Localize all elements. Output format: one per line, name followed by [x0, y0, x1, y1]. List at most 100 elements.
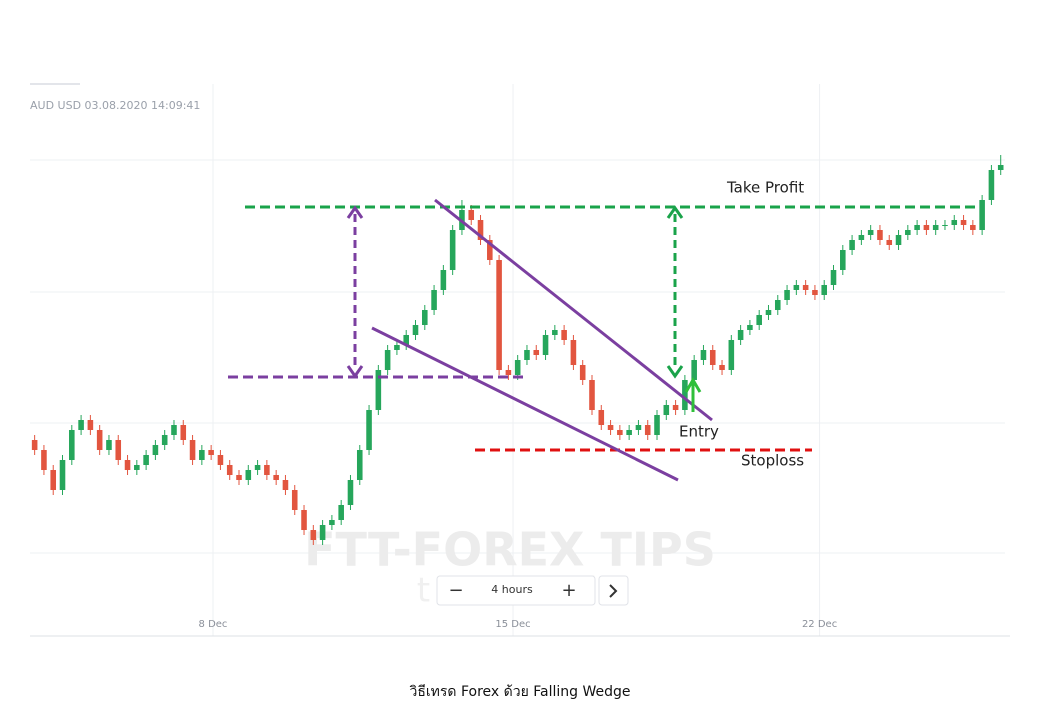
entry-arrow	[684, 377, 702, 412]
stoploss-label: Stoploss	[741, 452, 804, 470]
header: AUD USD 03.08.2020 14:09:41	[30, 99, 200, 112]
grid	[30, 84, 1005, 636]
candle-body	[282, 480, 289, 490]
candle-body	[849, 240, 855, 250]
interval-control: − 4 hours +	[436, 575, 629, 606]
candle-body	[189, 440, 196, 460]
candle-body	[719, 365, 725, 370]
candle-body	[152, 445, 159, 455]
candle-body	[617, 430, 623, 435]
interval-box	[436, 575, 596, 606]
candle-body	[542, 335, 549, 355]
wedge-upper	[434, 198, 713, 422]
candle-body	[960, 220, 967, 225]
candle-body	[830, 270, 837, 285]
candle-body	[765, 310, 772, 315]
candle-body	[356, 450, 363, 480]
candle-body	[487, 240, 493, 260]
candle-body	[979, 200, 985, 230]
candle-body	[970, 225, 976, 230]
candle-body	[319, 525, 326, 540]
candle-body	[914, 225, 920, 230]
candle-body	[774, 300, 781, 310]
candle-body	[422, 310, 428, 325]
candle-body	[412, 325, 419, 335]
candle-body	[69, 430, 75, 460]
candle-body	[449, 230, 456, 270]
candle-body	[208, 450, 214, 455]
candle-body	[858, 235, 865, 240]
candle-body	[375, 370, 382, 410]
candles	[31, 155, 1004, 545]
candle-body	[468, 210, 475, 220]
candle-body	[867, 230, 874, 235]
candle-body	[663, 405, 670, 415]
entry-label: Entry	[679, 423, 719, 441]
candle-body	[672, 405, 679, 410]
candle-body	[477, 220, 484, 240]
candle-body	[579, 365, 586, 380]
candle-body	[254, 465, 261, 470]
candle-body	[598, 410, 605, 425]
wedge-lower	[371, 326, 679, 482]
take-profit-label: Take Profit	[726, 179, 804, 197]
height-arrowheads	[346, 205, 364, 379]
candle-body	[728, 340, 735, 370]
candle-body	[394, 345, 400, 350]
candle-body	[895, 235, 902, 245]
candle-body	[626, 430, 632, 435]
candle-body	[756, 315, 762, 325]
candle-body	[301, 510, 307, 530]
zoom-out-button[interactable]: −	[448, 580, 463, 601]
candle-body	[635, 425, 642, 430]
candle-body	[96, 430, 103, 450]
candle-body	[431, 290, 437, 310]
watermark: FTT-FOREX TIPS	[304, 523, 716, 577]
candle-body	[106, 440, 112, 450]
candle-body	[561, 330, 567, 340]
annotations	[228, 198, 975, 482]
candle-body	[217, 455, 224, 465]
candle-body	[505, 370, 512, 375]
candle-body	[384, 350, 391, 370]
candle-body	[310, 530, 317, 540]
candle-body	[700, 350, 707, 360]
candle-body	[226, 465, 233, 475]
candle-body	[942, 225, 948, 226]
candle-body	[570, 340, 577, 365]
candle-body	[124, 460, 131, 470]
next-button[interactable]	[598, 575, 629, 606]
candle-body	[264, 465, 270, 475]
candle-body	[793, 285, 800, 290]
candle-body	[180, 425, 187, 440]
candle-body	[347, 480, 354, 505]
candle-body	[997, 165, 1004, 170]
candle-body	[821, 285, 828, 295]
candle-body	[161, 435, 168, 445]
candle-body	[886, 240, 893, 245]
x-tick-label: 8 Dec	[199, 619, 228, 630]
candle-body	[589, 380, 595, 410]
candle-body	[134, 465, 140, 470]
target-arrowheads	[666, 205, 684, 379]
candle-body	[50, 470, 57, 490]
candle-body	[709, 350, 716, 365]
candle-body	[737, 330, 744, 340]
candle-body	[273, 475, 279, 480]
candle-body	[552, 330, 558, 335]
candle-body	[366, 410, 372, 450]
candle-body	[236, 475, 242, 480]
candle-body	[245, 470, 252, 480]
candle-body	[932, 225, 939, 230]
candle-body	[87, 420, 94, 430]
candle-body	[682, 380, 688, 410]
candle-body	[654, 415, 660, 435]
next-icon	[609, 584, 618, 598]
candle-body	[607, 425, 614, 430]
zoom-in-button[interactable]: +	[561, 580, 576, 601]
candle-body	[877, 230, 883, 240]
candle-body	[143, 455, 149, 465]
candle-body	[691, 360, 697, 380]
candle-body	[905, 230, 911, 235]
